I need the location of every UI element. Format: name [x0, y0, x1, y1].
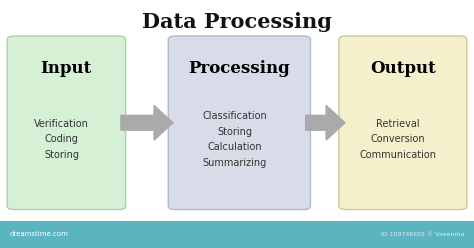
Text: Processing: Processing	[189, 60, 290, 77]
Text: Input: Input	[41, 60, 92, 77]
Text: Verification
Coding
Storing: Verification Coding Storing	[34, 119, 89, 160]
FancyBboxPatch shape	[168, 36, 310, 210]
Bar	[0, 221, 474, 248]
Text: Retrieval
Conversion
Communication: Retrieval Conversion Communication	[360, 119, 437, 160]
Text: dreamstime.com: dreamstime.com	[9, 231, 68, 237]
FancyBboxPatch shape	[7, 36, 126, 210]
Text: Classification
Storing
Calculation
Summarizing: Classification Storing Calculation Summa…	[202, 111, 267, 168]
FancyBboxPatch shape	[339, 36, 467, 210]
Text: Output: Output	[370, 60, 436, 77]
Text: ID 100746655 © Vaeenma: ID 100746655 © Vaeenma	[381, 232, 465, 237]
FancyArrow shape	[121, 105, 173, 140]
FancyArrow shape	[306, 105, 345, 140]
Text: Data Processing: Data Processing	[142, 12, 332, 32]
